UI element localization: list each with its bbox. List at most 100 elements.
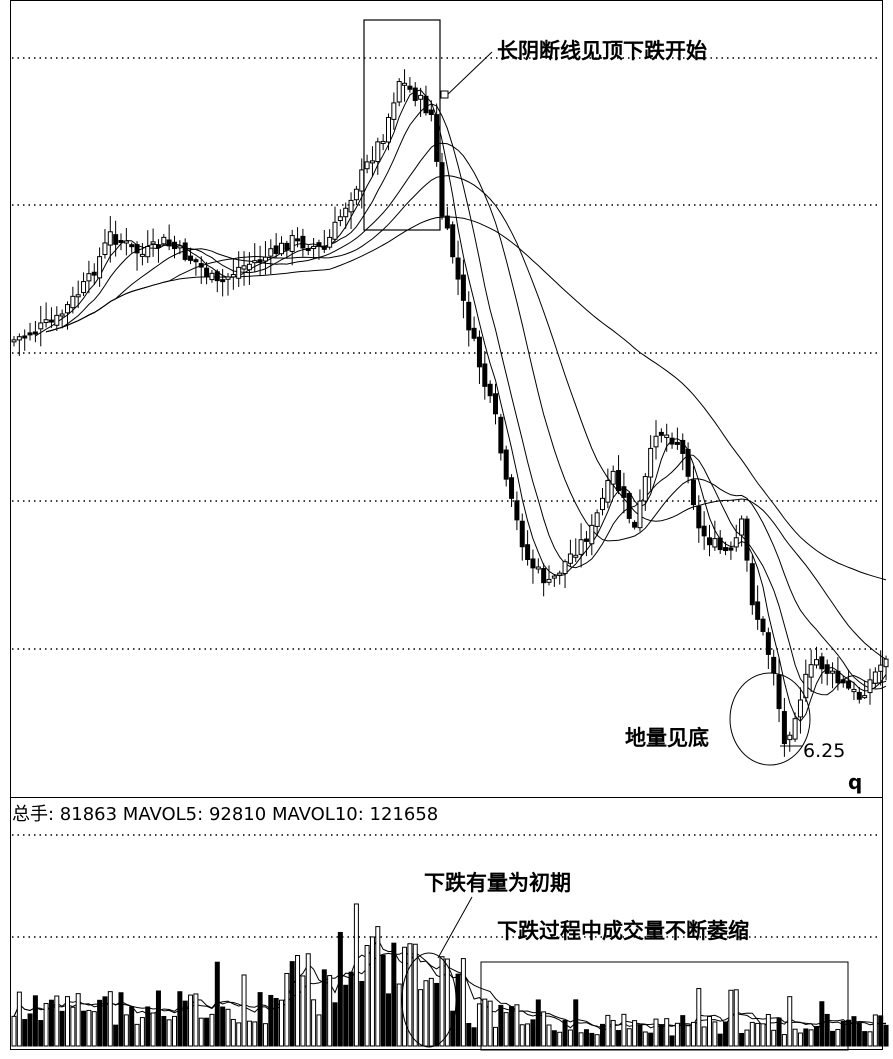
candle-body: [81, 281, 87, 294]
bottom-annotation: 地量见底: [625, 726, 709, 750]
candle-body: [343, 207, 349, 218]
candle-body: [97, 256, 103, 279]
candle-body: [145, 246, 151, 258]
mavol10-value: 121658: [370, 804, 439, 825]
candle-body: [332, 221, 338, 240]
volume-bar: [466, 1022, 472, 1047]
candle-body: [685, 448, 691, 477]
candle-body: [530, 558, 536, 569]
volume-bar: [386, 993, 391, 1047]
volume-bar: [70, 1006, 76, 1047]
volume-bar: [781, 1034, 787, 1047]
volume-bar: [236, 1022, 242, 1047]
volume-bar: [407, 943, 413, 1047]
volume-bar: [321, 969, 327, 1047]
volume-bar: [658, 1024, 664, 1047]
volume-ma-line: [13, 951, 887, 1028]
candle-body: [444, 215, 450, 229]
candle-body: [562, 561, 568, 575]
volume-bar: [204, 1017, 210, 1047]
candle-body: [498, 416, 504, 454]
volume-bar: [546, 1024, 552, 1047]
candle-body: [43, 319, 49, 324]
candle-body: [321, 245, 327, 250]
candle-body: [38, 322, 44, 330]
candle-body: [696, 505, 702, 529]
volume-bar: [583, 1029, 589, 1047]
volume-bar: [696, 988, 702, 1047]
volume-bar: [567, 1029, 573, 1047]
candle-body: [808, 664, 814, 678]
volume-bar: [380, 954, 386, 1047]
volume-bar: [690, 1021, 696, 1047]
candle-body: [75, 294, 81, 298]
volume-bar: [134, 1023, 140, 1047]
candle-body: [637, 500, 643, 529]
candles: [11, 69, 889, 757]
candle-body: [91, 271, 97, 276]
candle-body: [744, 518, 750, 561]
candle-body: [193, 259, 199, 263]
candle-body: [797, 699, 803, 718]
candle-body: [546, 578, 552, 583]
candle-body: [139, 253, 145, 257]
candle-body: [182, 242, 188, 260]
candle-body: [626, 492, 632, 519]
candle-body: [273, 245, 279, 254]
volume-bar: [262, 1023, 268, 1047]
candle-body: [749, 563, 755, 606]
volume-bar: [43, 1003, 49, 1047]
candle-body: [680, 439, 686, 454]
candle-body: [567, 553, 573, 564]
candle-body: [728, 547, 734, 551]
candle-body: [268, 248, 274, 257]
volume-bar: [493, 1026, 498, 1047]
volume-bar: [273, 997, 279, 1047]
volume-bar: [835, 1028, 841, 1047]
candle-body: [204, 267, 210, 278]
volume-bar: [621, 1013, 627, 1047]
candle-body: [525, 544, 531, 561]
volume-bar: [840, 1020, 846, 1047]
volume-bar: [257, 992, 263, 1047]
volume-bar: [509, 1006, 515, 1047]
candle-body: [551, 575, 557, 579]
candle-body: [434, 114, 440, 162]
mavol10-label: MAVOL10: [272, 804, 358, 825]
candle-body: [856, 691, 862, 700]
volume-bar: [744, 1029, 750, 1047]
volume-bar: [878, 1015, 884, 1047]
candle-body: [648, 447, 654, 478]
candle-body: [487, 383, 493, 397]
volume-bar: [81, 1010, 87, 1047]
candle-body: [155, 244, 161, 248]
candle-body: [830, 670, 836, 674]
candle-body: [605, 480, 611, 503]
volume-bar: [439, 956, 445, 1047]
candle-body: [455, 257, 461, 280]
candle-body: [493, 393, 498, 415]
candle-body: [16, 336, 22, 341]
volume-bar: [712, 1021, 718, 1047]
volume-bar: [503, 1012, 509, 1047]
volume-bar: [707, 1015, 712, 1047]
candle-body: [514, 500, 520, 521]
volume-bar: [97, 999, 103, 1047]
volume-bar: [669, 1035, 675, 1047]
candle-body: [776, 674, 782, 710]
volume-bar: [193, 993, 199, 1047]
candle-body: [610, 470, 616, 485]
volume-bar: [268, 994, 274, 1047]
candle-body: [519, 520, 525, 548]
candle-body: [188, 255, 194, 261]
volume-bar: [428, 977, 434, 1047]
candle-body: [375, 141, 381, 163]
volume-bar: [814, 1025, 819, 1047]
candle-body: [428, 109, 434, 115]
volume-bar: [637, 1024, 643, 1047]
candle-body: [771, 656, 777, 674]
mavol5-value: 92810: [209, 804, 266, 825]
candle-body: [557, 572, 563, 576]
candle-body: [364, 161, 370, 170]
volume-bar: [300, 975, 306, 1047]
